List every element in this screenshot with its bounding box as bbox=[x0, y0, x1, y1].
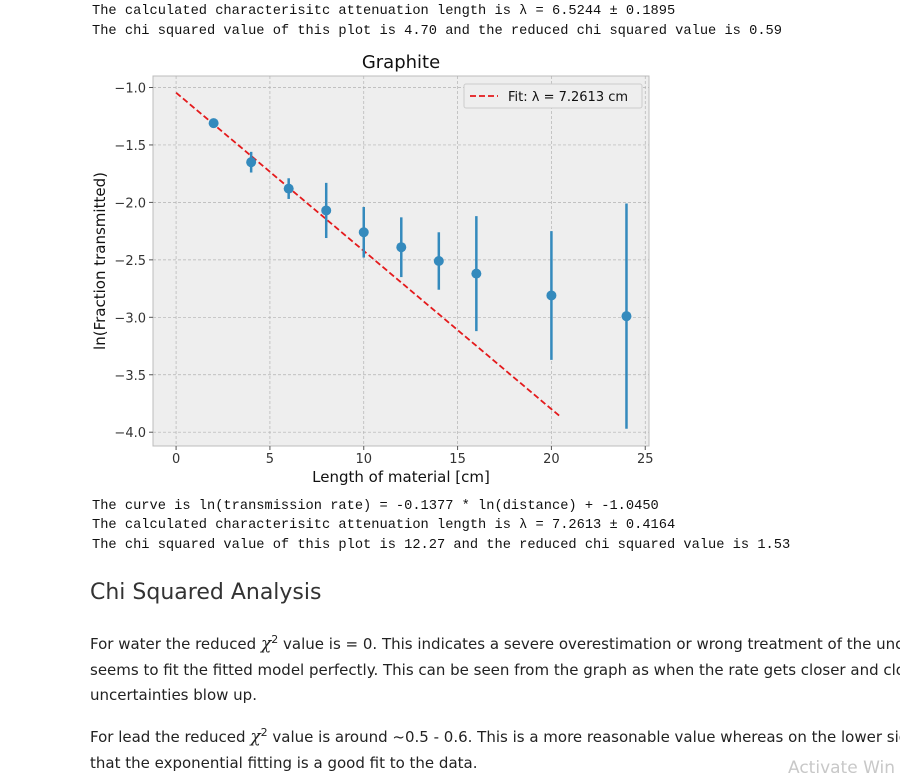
text: value is = 0. This indicates a severe ov… bbox=[278, 635, 900, 653]
y-tick-label: −2.0 bbox=[114, 196, 146, 211]
x-tick-label: 20 bbox=[543, 452, 560, 467]
legend-label: Fit: λ = 7.2613 cm bbox=[508, 90, 628, 105]
y-tick-label: −4.0 bbox=[114, 426, 146, 441]
text: For lead the reduced bbox=[90, 728, 251, 746]
output-line: The calculated characterisitc attenuatio… bbox=[92, 518, 676, 533]
plot-area bbox=[152, 75, 650, 447]
y-tick-label: −2.5 bbox=[114, 254, 146, 269]
chart-title: Graphite bbox=[362, 52, 440, 73]
output-line: The chi squared value of this plot is 12… bbox=[92, 538, 791, 553]
paragraph-line: uncertainties blow up. bbox=[90, 686, 257, 704]
y-tick-label: −1.0 bbox=[114, 81, 146, 96]
paragraph-line: that the exponential fitting is a good f… bbox=[90, 753, 478, 772]
legend-box bbox=[463, 83, 643, 109]
data-point bbox=[396, 242, 407, 253]
paragraph-line: For water the reduced χ2 value is = 0. T… bbox=[90, 627, 900, 658]
data-point bbox=[208, 118, 219, 129]
y-axis-label: ln(Fraction transmitted) bbox=[91, 172, 109, 350]
x-axis-label: Length of material [cm] bbox=[312, 468, 490, 486]
data-point bbox=[321, 205, 332, 216]
x-tick-label: 10 bbox=[355, 452, 372, 467]
paragraph: For lead the reduced χ2 value is around … bbox=[90, 720, 900, 776]
data-point bbox=[546, 290, 557, 301]
math-superscript: 2 bbox=[260, 726, 268, 739]
y-tick-label: −3.0 bbox=[114, 311, 146, 326]
x-tick-label: 0 bbox=[172, 452, 180, 467]
section-heading: Chi Squared Analysis bbox=[90, 580, 322, 605]
fit-line bbox=[175, 91, 562, 418]
data-point bbox=[471, 268, 482, 279]
text: value is around ~0.5 - 0.6. This is a mo… bbox=[267, 728, 900, 746]
y-tick-label: −1.5 bbox=[114, 139, 146, 154]
watermark: Activate Win bbox=[788, 758, 896, 778]
chart: 0 5 10 15 20 25 −1.0 −1.5 −2.0 −2.5 −3.0 −3.5 −4.0 Gr… bbox=[91, 52, 654, 486]
data-point bbox=[283, 183, 294, 194]
data-point bbox=[358, 227, 369, 238]
paragraph: For water the reduced χ2 value is = 0. T… bbox=[90, 627, 900, 709]
x-tick-label: 5 bbox=[266, 452, 274, 467]
output-line: The curve is ln(transmission rate) = -0.… bbox=[92, 499, 659, 514]
output-line: The calculated characterisitc attenuatio… bbox=[92, 4, 676, 19]
x-tick-label: 25 bbox=[637, 452, 654, 467]
paragraph-line: seems to fit the fitted model perfectly.… bbox=[90, 660, 900, 679]
data-point bbox=[433, 256, 444, 266]
math-symbol: χ bbox=[250, 727, 261, 747]
output-line: The chi squared value of this plot is 4.… bbox=[92, 24, 782, 39]
data-point bbox=[246, 157, 257, 168]
x-tick-label: 15 bbox=[449, 452, 466, 467]
data-point bbox=[621, 311, 632, 322]
y-tick-label: −3.5 bbox=[114, 369, 146, 384]
text: For water the reduced bbox=[90, 635, 261, 653]
math-superscript: 2 bbox=[271, 633, 279, 646]
math-symbol: χ bbox=[260, 634, 272, 654]
paragraph-line: For lead the reduced χ2 value is around … bbox=[90, 720, 900, 751]
